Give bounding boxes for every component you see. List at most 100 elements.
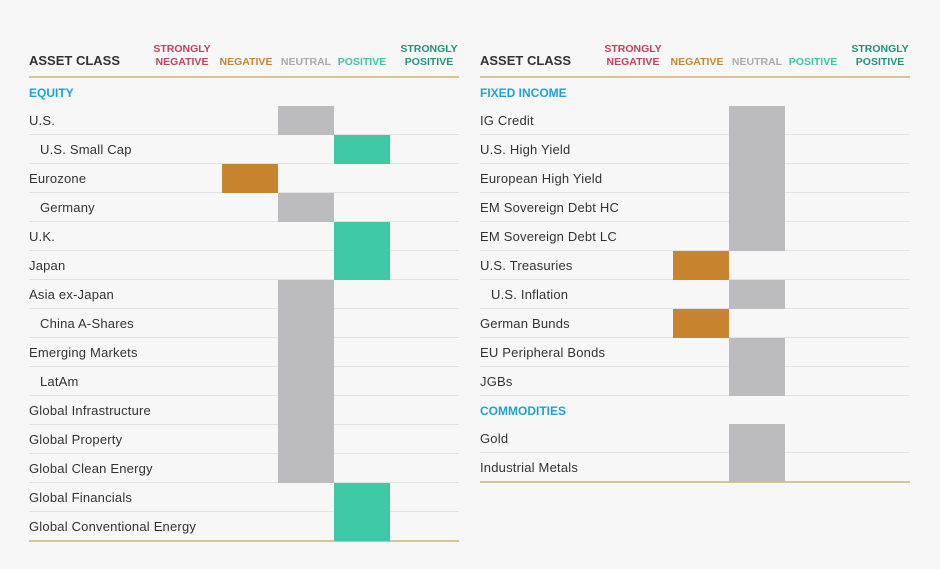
table-row: Japan [29,251,459,280]
column-header-negative: NEGATIVE [662,56,732,69]
rating-cell-neutral [729,135,785,164]
row-label-japan: Japan [29,258,66,273]
rating-cell-positive [334,135,390,164]
row-label-u-s-high-yield: U.S. High Yield [480,142,571,157]
row-label-global-financials: Global Financials [29,490,133,505]
column-header-line: STRONGLY [604,43,662,55]
table-row: Gold [480,424,910,453]
table-row: U.K. [29,222,459,251]
column-header-line: NEGATIVE [155,56,209,68]
row-label-em-sovereign-debt-lc: EM Sovereign Debt LC [480,229,617,244]
table-row: Industrial Metals [480,453,910,483]
column-header-line: POSITIVE [337,56,387,68]
table-row: European High Yield [480,164,910,193]
row-label-global-property: Global Property [29,432,123,447]
table-row: Global Infrastructure [29,396,459,425]
row-label-asia-ex-japan: Asia ex-Japan [29,287,114,302]
rating-cell-negative [673,251,729,280]
section-title-fixed-income: FIXED INCOME [480,86,567,100]
rating-cell-neutral [278,309,334,338]
table-row: German Bunds [480,309,910,338]
column-header-positive: POSITIVE [778,56,848,69]
rating-cell-neutral [729,367,785,396]
row-label-german-bunds: German Bunds [480,316,570,331]
row-label-u-k: U.K. [29,229,56,244]
rating-cell-positive [334,512,390,541]
row-label-jgbs: JGBs [480,374,513,389]
rating-cell-neutral [729,424,785,453]
table-row: U.S. [29,106,459,135]
row-label-china-a-shares: China A-Shares [40,316,134,331]
table-row: Global Conventional Energy [29,512,459,542]
rating-cell-positive [334,251,390,280]
row-label-eurozone: Eurozone [29,171,87,186]
table-row: U.S. High Yield [480,135,910,164]
row-label-global-infrastructure: Global Infrastructure [29,403,151,418]
column-header-line: NEGATIVE [606,56,660,68]
column-header-strongly-negative: STRONGLY NEGATIVE [598,43,668,69]
table-row: EU Peripheral Bonds [480,338,910,367]
rating-cell-neutral [278,367,334,396]
row-label-ig-credit: IG Credit [480,113,534,128]
section-row: EQUITY [29,78,459,106]
column-header-negative: NEGATIVE [211,56,281,69]
column-header-line: POSITIVE [404,56,454,68]
row-label-global-clean-energy: Global Clean Energy [29,461,153,476]
row-label-u-s-small-cap: U.S. Small Cap [40,142,132,157]
rating-cell-neutral [278,338,334,367]
table-row: Global Property [29,425,459,454]
rating-cell-neutral [729,338,785,367]
section-row: COMMODITIES [480,396,910,424]
row-label-global-conventional-energy: Global Conventional Energy [29,519,197,534]
column-header-strongly-positive: STRONGLY POSITIVE [845,43,915,69]
rating-cell-neutral [278,106,334,135]
rating-cell-neutral [729,453,785,482]
row-label-u-s: U.S. [29,113,56,128]
column-header-neutral: NEUTRAL [722,56,792,69]
column-header-line: STRONGLY [851,43,909,55]
column-header-line: NEUTRAL [280,56,332,68]
rating-cell-neutral [729,106,785,135]
rating-cell-neutral [729,280,785,309]
asset-class-header: ASSET CLASS [480,53,572,68]
rating-cell-neutral [278,193,334,222]
table-row: U.S. Small Cap [29,135,459,164]
column-header-line: NEGATIVE [670,56,724,68]
table-row: U.S. Inflation [480,280,910,309]
column-header-line: NEUTRAL [731,56,783,68]
table-row: Global Financials [29,483,459,512]
table-row: Eurozone [29,164,459,193]
table-row: U.S. Treasuries [480,251,910,280]
row-label-emerging-markets: Emerging Markets [29,345,138,360]
section-title-equity: EQUITY [29,86,74,100]
asset-class-header: ASSET CLASS [29,53,121,68]
rating-cell-neutral [729,193,785,222]
table-row: Emerging Markets [29,338,459,367]
equity-panel: ASSET CLASS STRONGLY NEGATIVE NEGATIVE NEUTR… [29,38,459,542]
table-row: Asia ex-Japan [29,280,459,309]
table-row: LatAm [29,367,459,396]
table-row: Global Clean Energy [29,454,459,483]
fixed-income-commodities-panel: ASSET CLASS STRONGLY NEGATIVE NEGATIVE NEUTR… [480,38,910,483]
section-row: FIXED INCOME [480,78,910,106]
rating-cell-neutral [729,164,785,193]
column-header-neutral: NEUTRAL [271,56,341,69]
rating-cell-negative [673,309,729,338]
row-label-u-s-inflation: U.S. Inflation [491,287,569,302]
column-header-positive: POSITIVE [327,56,397,69]
rating-cell-negative [222,164,278,193]
table-header: ASSET CLASS STRONGLY NEGATIVE NEGATIVE NEUTR… [480,38,910,78]
column-header-strongly-positive: STRONGLY POSITIVE [394,43,464,69]
column-header-line: STRONGLY [153,43,211,55]
rating-cell-neutral [729,222,785,251]
row-label-germany: Germany [40,200,95,215]
table-row: IG Credit [480,106,910,135]
table-header: ASSET CLASS STRONGLY NEGATIVE NEGATIVE NEUTR… [29,38,459,78]
rating-cell-neutral [278,280,334,309]
table-row: Germany [29,193,459,222]
column-header-line: POSITIVE [788,56,838,68]
rating-cell-positive [334,222,390,251]
table-row: EM Sovereign Debt LC [480,222,910,251]
row-label-eu-peripheral-bonds: EU Peripheral Bonds [480,345,606,360]
section-title-commodities: COMMODITIES [480,404,566,418]
